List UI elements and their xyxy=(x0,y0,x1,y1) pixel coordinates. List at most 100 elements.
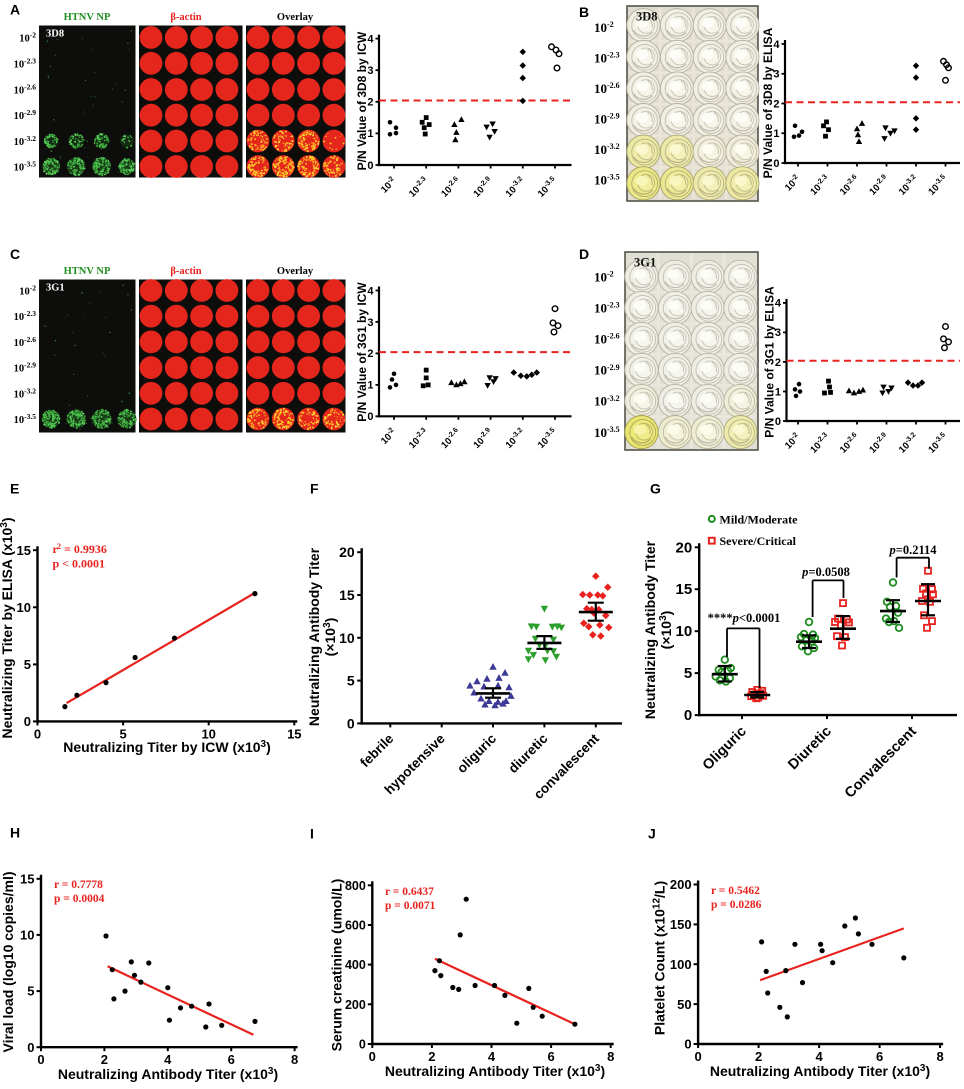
svg-text:5: 5 xyxy=(684,665,692,682)
svg-text:Neutralizing Antibody Titer: Neutralizing Antibody Titer xyxy=(642,540,658,719)
svg-text:0: 0 xyxy=(694,1049,701,1064)
svg-text:2: 2 xyxy=(773,98,779,110)
svg-text:0: 0 xyxy=(684,707,692,724)
svg-text:8: 8 xyxy=(291,1052,298,1067)
svg-text:r = 0.7778: r = 0.7778 xyxy=(54,879,103,891)
svg-text:Overlay: Overlay xyxy=(277,12,314,23)
svg-text:15: 15 xyxy=(287,726,301,741)
svg-text:15: 15 xyxy=(17,543,31,558)
svg-text:C: C xyxy=(10,246,20,262)
svg-text:10: 10 xyxy=(339,630,355,646)
svg-text:4: 4 xyxy=(488,1049,496,1064)
svg-text:200: 200 xyxy=(345,998,366,1012)
svg-text:6: 6 xyxy=(228,1052,235,1067)
svg-text:0: 0 xyxy=(367,160,373,172)
svg-text:3: 3 xyxy=(367,317,373,329)
svg-text:H: H xyxy=(10,825,20,841)
svg-text:D: D xyxy=(579,246,589,262)
svg-text:3D8: 3D8 xyxy=(636,10,658,24)
svg-text:2: 2 xyxy=(775,357,781,369)
svg-text:r = 0.5462: r = 0.5462 xyxy=(711,885,760,897)
svg-text:0: 0 xyxy=(369,1049,376,1064)
svg-text:2: 2 xyxy=(428,1049,435,1064)
svg-text:I: I xyxy=(310,826,314,842)
svg-text:20: 20 xyxy=(676,539,693,556)
svg-text:r: r xyxy=(53,542,59,556)
svg-text:3: 3 xyxy=(775,327,781,339)
svg-text:50: 50 xyxy=(677,997,691,1012)
svg-text:HTNV NP: HTNV NP xyxy=(64,266,111,277)
svg-text:Neutralizing Antibody Titer: Neutralizing Antibody Titer xyxy=(306,547,322,726)
svg-text:Overlay: Overlay xyxy=(277,266,314,277)
svg-text:100: 100 xyxy=(670,957,692,972)
svg-text:200: 200 xyxy=(670,877,692,892)
svg-text:p = 0.0004: p = 0.0004 xyxy=(54,893,105,905)
svg-text:3D8: 3D8 xyxy=(46,29,64,40)
svg-text:J: J xyxy=(648,826,656,842)
svg-text:2: 2 xyxy=(101,1052,108,1067)
svg-text:10: 10 xyxy=(20,928,34,943)
svg-text:0: 0 xyxy=(773,158,779,170)
svg-text:p=0.0508: p=0.0508 xyxy=(801,565,850,579)
svg-text:4: 4 xyxy=(367,33,374,45)
svg-text:Serum creatinine (umol/L): Serum creatinine (umol/L) xyxy=(329,879,345,1052)
svg-text:1: 1 xyxy=(773,128,779,140)
svg-text:20: 20 xyxy=(339,544,355,560)
svg-text:p = 0.0286: p = 0.0286 xyxy=(711,899,762,911)
svg-text:Mild/Moderate: Mild/Moderate xyxy=(720,513,799,527)
svg-text:600: 600 xyxy=(345,919,366,933)
svg-text:5: 5 xyxy=(27,984,34,999)
svg-text:2: 2 xyxy=(367,97,373,109)
svg-text:800: 800 xyxy=(345,879,366,893)
svg-text:Neutralizing Titer by ICW (x10: Neutralizing Titer by ICW (x103) xyxy=(63,739,271,755)
svg-text:3: 3 xyxy=(367,65,373,77)
svg-text:400: 400 xyxy=(345,958,366,972)
svg-text:4: 4 xyxy=(773,39,780,51)
svg-text:0: 0 xyxy=(24,714,31,729)
svg-text:5: 5 xyxy=(347,673,355,689)
svg-text:Severe/Critical: Severe/Critical xyxy=(720,534,797,548)
svg-text:15: 15 xyxy=(339,587,355,603)
svg-text:β-actin: β-actin xyxy=(170,12,201,23)
svg-text:0: 0 xyxy=(684,1037,691,1052)
svg-text:G: G xyxy=(650,481,661,497)
svg-text:Viral load (log10 copies/ml): Viral load (log10 copies/ml) xyxy=(0,871,16,1052)
svg-text:A: A xyxy=(10,2,20,18)
svg-text:Neutralizing Antibody Titer (x: Neutralizing Antibody Titer (x103) xyxy=(710,1063,930,1079)
svg-text:4: 4 xyxy=(164,1052,172,1067)
svg-text:β-actin: β-actin xyxy=(170,266,201,277)
svg-text:2: 2 xyxy=(755,1049,762,1064)
svg-text:4: 4 xyxy=(367,285,374,297)
svg-text:P/N Value of 3G1 by ICW: P/N Value of 3G1 by ICW xyxy=(355,282,369,422)
svg-text:P/N Value of 3G1 by ELISA: P/N Value of 3G1 by ELISA xyxy=(763,286,777,438)
svg-text:10: 10 xyxy=(17,600,31,615)
svg-text:5: 5 xyxy=(24,657,31,672)
svg-text:Neutralizing Antibody Titer (x: Neutralizing Antibody Titer (x103) xyxy=(385,1063,605,1079)
svg-text:15: 15 xyxy=(676,581,693,598)
svg-text:B: B xyxy=(579,4,589,20)
svg-text:0: 0 xyxy=(359,1038,366,1052)
svg-text:F: F xyxy=(310,481,319,497)
svg-text:p=0.2114: p=0.2114 xyxy=(888,543,937,557)
svg-text:4: 4 xyxy=(815,1049,823,1064)
svg-text:2: 2 xyxy=(57,542,61,551)
svg-text:0: 0 xyxy=(367,411,373,423)
svg-text:6: 6 xyxy=(547,1049,554,1064)
svg-text:Neutralizing Titer by ELISA (x: Neutralizing Titer by ELISA (x103) xyxy=(0,517,15,738)
svg-text:0: 0 xyxy=(34,726,41,741)
svg-text:1: 1 xyxy=(367,380,373,392)
svg-text:P/N Value of 3D8 by ICW: P/N Value of 3D8 by ICW xyxy=(355,31,369,170)
svg-text:P/N Value of 3D8 by ELISA: P/N Value of 3D8 by ELISA xyxy=(761,27,775,178)
svg-text:= 0.9936: = 0.9936 xyxy=(64,542,107,556)
svg-text:0: 0 xyxy=(37,1052,44,1067)
svg-text:10: 10 xyxy=(201,726,215,741)
svg-text:r = 0.6437: r = 0.6437 xyxy=(385,886,434,898)
svg-text:1: 1 xyxy=(367,128,373,140)
svg-text:3G1: 3G1 xyxy=(46,283,65,294)
svg-text:3G1: 3G1 xyxy=(634,256,656,270)
svg-text:E: E xyxy=(10,481,19,497)
svg-text:8: 8 xyxy=(607,1049,614,1064)
svg-text:3: 3 xyxy=(773,69,779,81)
svg-text:4: 4 xyxy=(775,298,782,310)
svg-text:1: 1 xyxy=(775,386,781,398)
